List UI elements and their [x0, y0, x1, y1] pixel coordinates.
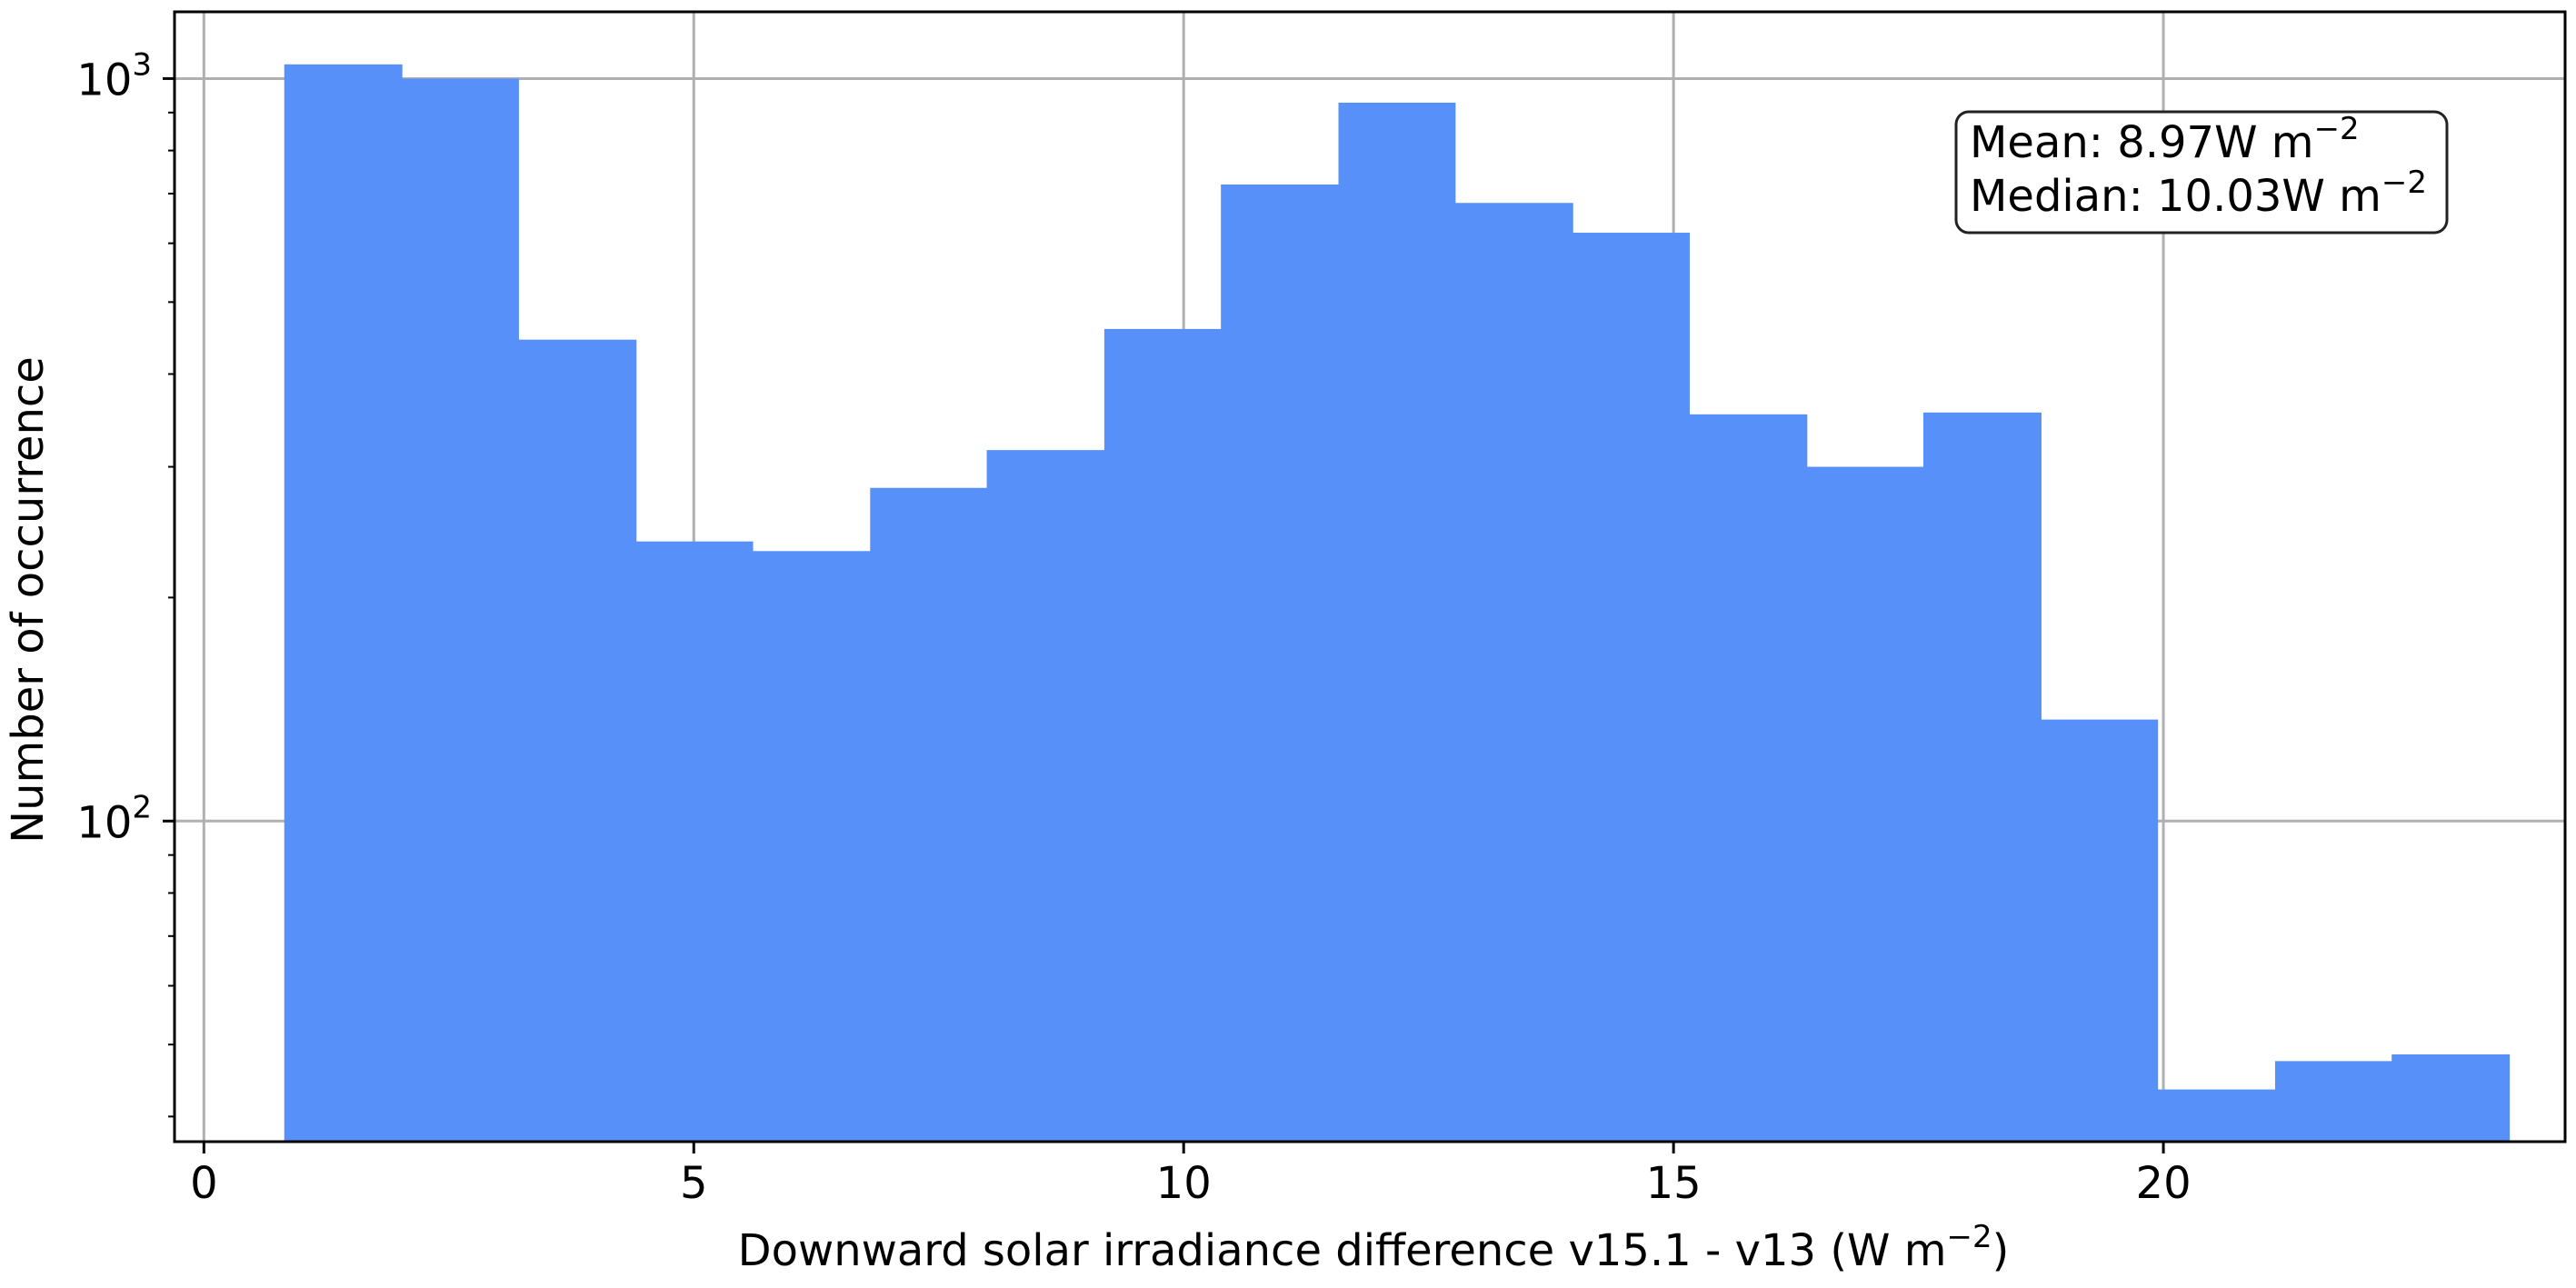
- histogram-bar: [1573, 233, 1690, 1142]
- y-tick-base: 10: [76, 797, 132, 848]
- histogram-bar: [2157, 1089, 2276, 1142]
- x-tick-label: 10: [1156, 1158, 1212, 1209]
- median-value: Median: 10.03W m−2: [1970, 165, 2427, 222]
- histogram-bar: [635, 541, 754, 1142]
- x-axis: 0 5 10 15 20: [190, 1142, 2192, 1209]
- histogram-bar: [1103, 328, 1222, 1142]
- histogram-bar: [1221, 184, 1340, 1142]
- mean-text: Mean: 8.97W m: [1970, 117, 2314, 168]
- median-text: Median: 10.03W m: [1970, 171, 2381, 222]
- y-tick-label: 102: [76, 789, 152, 848]
- x-tick-label: 0: [190, 1158, 218, 1209]
- histogram-bar: [1922, 412, 2042, 1142]
- median-unit-exponent: −2: [2381, 165, 2427, 201]
- histogram-bar: [518, 339, 637, 1142]
- histogram-bar: [986, 450, 1105, 1142]
- stats-annotation: Mean: 8.97W m−2 Median: 10.03W m−2: [1954, 110, 2449, 235]
- bars-layer: [284, 64, 2511, 1143]
- x-axis-label-text: Downward solar irradiance difference v15…: [738, 1225, 1947, 1276]
- x-axis-label-exponent: −2: [1947, 1219, 1992, 1255]
- y-tick-exponent: 2: [132, 789, 152, 825]
- histogram-bar: [1338, 102, 1456, 1143]
- histogram-bar: [1806, 466, 1924, 1142]
- y-tick-exponent: 3: [132, 46, 152, 83]
- histogram-bar: [2274, 1061, 2392, 1142]
- y-tick-label: 103: [76, 46, 152, 105]
- histogram-bar: [402, 78, 519, 1142]
- x-tick-label: 5: [680, 1158, 708, 1209]
- histogram-bar: [2391, 1053, 2511, 1142]
- histogram-bar: [284, 64, 403, 1142]
- x-axis-label-close: ): [1992, 1225, 2010, 1276]
- mean-unit-exponent: −2: [2314, 111, 2360, 147]
- histogram-bar: [1454, 203, 1573, 1142]
- x-axis-label: Downward solar irradiance difference v15…: [738, 1219, 2010, 1276]
- y-axis-label: Number of occurrence: [3, 356, 54, 844]
- histogram-bar: [1689, 414, 1808, 1142]
- histogram-bar: [870, 487, 988, 1142]
- histogram-bar: [2041, 719, 2159, 1142]
- histogram-bar: [752, 551, 871, 1142]
- x-tick-label: 20: [2136, 1158, 2192, 1209]
- y-tick-base: 10: [76, 55, 132, 105]
- plot-frame: [173, 10, 2567, 1143]
- stats-annotation-box: [1954, 110, 2449, 235]
- x-tick-label: 15: [1646, 1158, 1702, 1209]
- mean-value: Mean: 8.97W m−2: [1970, 111, 2360, 168]
